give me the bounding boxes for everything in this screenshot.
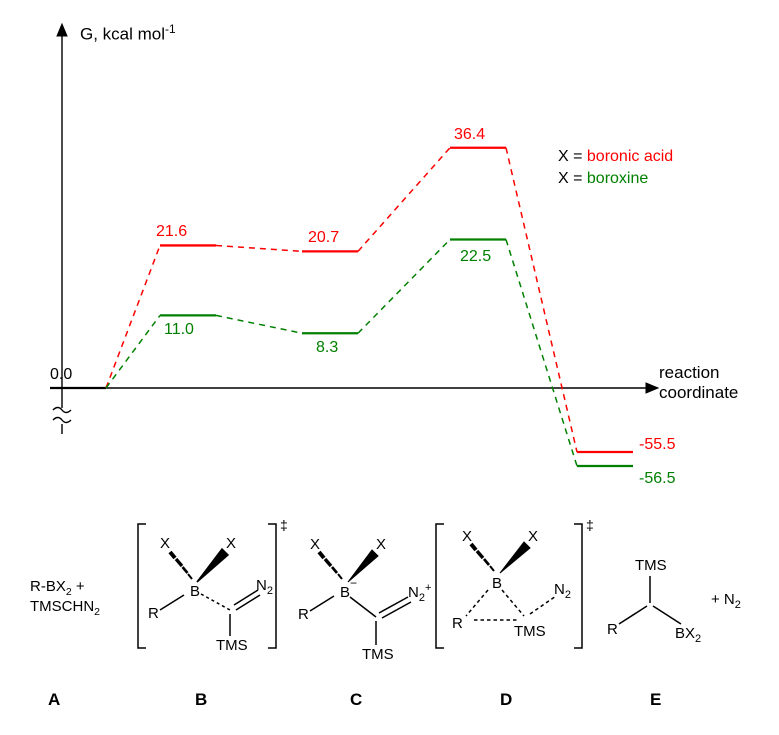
svg-text:N2+: N2+ [408, 582, 431, 604]
legend-green: X = boroxine [558, 170, 648, 188]
structure-A-line1: R-BX2 + [30, 578, 85, 598]
svg-text:TMS: TMS [216, 637, 248, 654]
legend-red-prefix: X = [558, 148, 587, 165]
energy-diagram: G, kcal mol-1 reaction coordinate X = bo… [0, 0, 779, 735]
svg-text:X: X [462, 528, 472, 545]
label-green-B: 11.0 [164, 321, 194, 339]
label-red-E: -55.5 [639, 436, 675, 454]
label-green-E: -56.5 [639, 470, 675, 488]
structure-B-svg: B X X R N2 TMS ‡ [130, 518, 290, 668]
label-red-C: 20.7 [308, 229, 339, 247]
station-B: B [195, 690, 207, 710]
legend-green-prefix: X = [558, 170, 587, 187]
svg-text:B: B [340, 584, 350, 601]
svg-text:R: R [298, 606, 309, 623]
legend-red: X = boronic acid [558, 148, 673, 166]
structure-D-svg: B X X R N2 TMS ‡ [430, 518, 600, 668]
y-axis-label: G, kcal mol-1 [80, 22, 176, 45]
station-A: A [48, 690, 60, 710]
structure-E-svg: TMS R BX2 + N2 [595, 548, 755, 668]
x-axis-line1: reaction [659, 363, 719, 383]
svg-text:R: R [452, 615, 463, 632]
y-axis-text: G, kcal mol [80, 25, 165, 44]
svg-text:‡: ‡ [586, 518, 594, 533]
x-axis-line2: coordinate [659, 383, 738, 403]
svg-text:TMS: TMS [635, 557, 667, 574]
station-D: D [500, 690, 512, 710]
svg-text:+ N2: + N2 [711, 591, 741, 611]
label-zero: 0.0 [50, 366, 72, 384]
legend-red-value: boronic acid [587, 148, 673, 165]
label-green-D: 22.5 [460, 248, 491, 266]
svg-text:B: B [190, 583, 200, 600]
svg-text:X: X [310, 536, 320, 553]
structure-C-svg: B − X X R N2+ TMS [280, 525, 450, 685]
station-C: C [350, 690, 362, 710]
svg-text:TMS: TMS [362, 646, 394, 663]
svg-text:TMS: TMS [514, 623, 546, 640]
svg-text:N2: N2 [554, 581, 571, 601]
svg-text:N2: N2 [256, 577, 273, 597]
label-green-C: 8.3 [316, 339, 338, 357]
svg-text:X: X [376, 536, 386, 553]
legend-green-value: boroxine [587, 170, 648, 187]
station-E: E [650, 690, 661, 710]
svg-text:BX2: BX2 [675, 625, 701, 645]
svg-text:X: X [226, 535, 236, 552]
svg-text:R: R [148, 605, 159, 622]
label-red-D: 36.4 [454, 126, 485, 144]
svg-text:B: B [492, 575, 502, 592]
y-axis-sup: -1 [165, 22, 176, 36]
label-red-B: 21.6 [156, 223, 187, 241]
structure-A-line2: TMSCHN2 [30, 598, 100, 618]
svg-text:R: R [607, 621, 618, 638]
svg-text:X: X [528, 528, 538, 545]
svg-text:X: X [160, 535, 170, 552]
